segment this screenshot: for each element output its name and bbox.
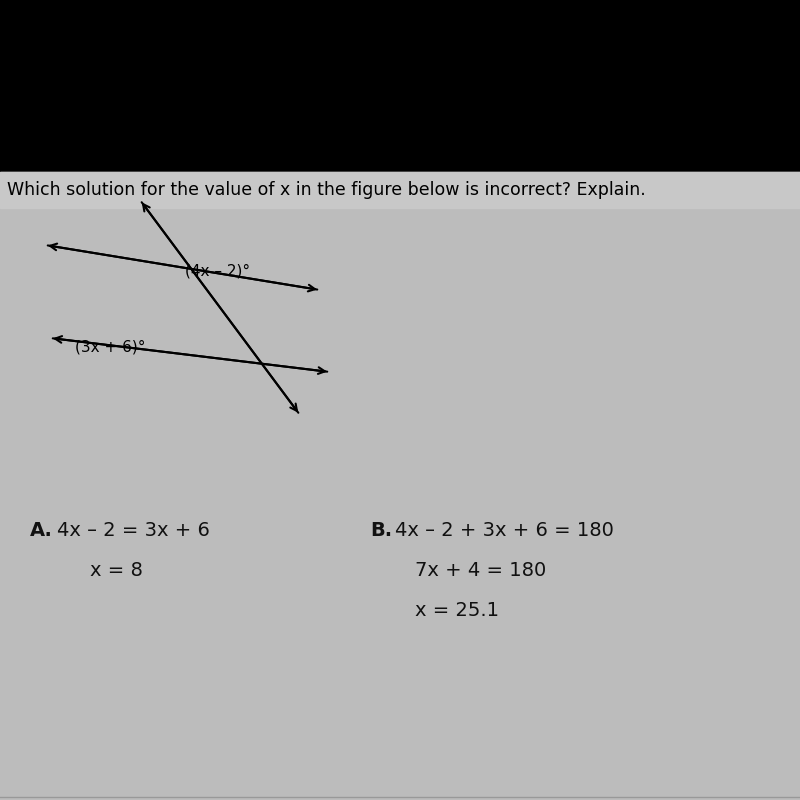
Bar [0, 172, 800, 208]
Text: 4x – 2 = 3x + 6: 4x – 2 = 3x + 6 [57, 521, 210, 539]
Text: x = 8: x = 8 [90, 561, 143, 579]
Text: (4x – 2)°: (4x – 2)° [185, 263, 250, 278]
Bar [0, 0, 800, 172]
Text: x = 25.1: x = 25.1 [415, 601, 499, 619]
Text: (3x + 6)°: (3x + 6)° [75, 340, 146, 355]
Text: 4x – 2 + 3x + 6 = 180: 4x – 2 + 3x + 6 = 180 [395, 521, 614, 539]
Text: A.: A. [30, 521, 53, 539]
Text: 7x + 4 = 180: 7x + 4 = 180 [415, 561, 546, 579]
Bar [0, 172, 800, 800]
Text: Which solution for the value of x in the figure below is incorrect? Explain.: Which solution for the value of x in the… [7, 181, 646, 199]
Text: B.: B. [370, 521, 392, 539]
